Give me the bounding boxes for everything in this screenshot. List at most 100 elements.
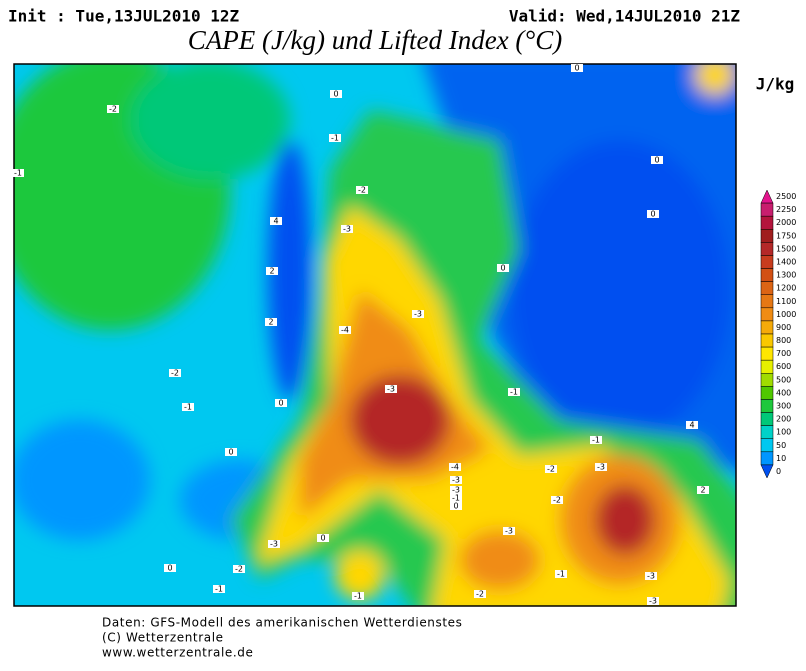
contour-label-box: [590, 436, 602, 444]
contour-label: -2: [553, 496, 561, 505]
contour-label: 0: [650, 210, 655, 219]
colorbar-swatch: [760, 307, 774, 322]
contour-label: -4: [341, 326, 349, 335]
valid-time: Valid: Wed,14JUL2010 21Z: [509, 7, 741, 26]
contour-label-box: [107, 105, 119, 113]
contour-label-box: [449, 463, 461, 471]
contour-label: -3: [452, 476, 460, 485]
contour-label-box: [503, 527, 515, 535]
contour-label: -1: [510, 388, 518, 397]
contour-label-box: [571, 64, 583, 72]
colorbar-swatch: [760, 438, 774, 453]
colorbar-label: 2500: [776, 192, 796, 201]
contour-label-box: [450, 486, 462, 494]
colorbar-label: 400: [776, 388, 791, 397]
contour-label-box: [508, 388, 520, 396]
contour-label: 2: [700, 486, 705, 495]
colorbar-label: 200: [776, 415, 791, 424]
contour-label: -2: [235, 565, 243, 574]
contour-label-box: [651, 156, 663, 164]
colorbar-swatch: [760, 215, 774, 230]
colorbar-label: 0: [776, 467, 781, 476]
contour-label: -3: [452, 486, 460, 495]
contour-label-box: [551, 496, 563, 504]
contour-label: -2: [109, 105, 117, 114]
contour-label-box: [555, 570, 567, 578]
contour-label-box: [182, 403, 194, 411]
colorbar-swatch: [760, 268, 774, 282]
contour-label-box: [412, 310, 424, 318]
contour-label: -3: [343, 225, 351, 234]
contour-label: -3: [647, 572, 655, 581]
contour-label: -3: [597, 463, 605, 472]
colorbar-label: 1750: [776, 231, 796, 240]
colorbar-label: 1300: [776, 271, 796, 280]
colorbar-label: 900: [776, 323, 791, 332]
contour-label: -2: [547, 465, 555, 474]
map-frame: [13, 63, 737, 607]
colorbar-swatch: [760, 412, 774, 426]
colorbar-label: 800: [776, 336, 791, 345]
colorbar-label: 1400: [776, 258, 796, 267]
contour-label: -4: [451, 463, 459, 472]
colorbar: 2500225020001750150014001300120011001000…: [760, 189, 796, 479]
contour-label-box: [697, 486, 709, 494]
contour-label: 4: [689, 421, 694, 430]
contour-label-box: [213, 585, 225, 593]
contour-label: 0: [453, 502, 458, 511]
contour-label: -3: [414, 310, 422, 319]
contour-label-box: [352, 592, 364, 600]
contour-label-box: [275, 399, 287, 407]
colorbar-swatch: [760, 346, 774, 361]
contour-label: -3: [387, 385, 395, 394]
contour-label: 2: [269, 267, 274, 276]
contour-label: -1: [592, 436, 600, 445]
contour-label: 4: [273, 217, 278, 226]
contour-label-box: [329, 134, 341, 142]
contour-label: -1: [331, 134, 339, 143]
colorbar-label: 10: [776, 454, 786, 463]
contour-label: 0: [333, 90, 338, 99]
footer-source: Daten: GFS-Modell des amerikanischen Wet…: [102, 616, 463, 630]
map-field: [14, 64, 736, 606]
contour-label: 0: [167, 564, 172, 573]
contour-label: 0: [228, 448, 233, 457]
contour-label: 0: [574, 64, 579, 73]
contour-label: -1: [184, 403, 192, 412]
colorbar-swatch: [760, 294, 774, 309]
contour-label-box: [450, 494, 462, 502]
colorbar-label: 1500: [776, 244, 796, 253]
contour-label: -1: [452, 494, 460, 503]
colorbar-label: 500: [776, 375, 791, 384]
contour-label: 0: [654, 156, 659, 165]
colorbar-swatch: [760, 333, 774, 348]
contour-label: -1: [557, 570, 565, 579]
contour-label-box: [450, 476, 462, 484]
colorbar-label: 1200: [776, 284, 796, 293]
footer-url: www.wetterzentrale.de: [102, 646, 254, 660]
contour-label: -1: [215, 585, 223, 594]
footer-copyright: (C) Wetterzentrale: [102, 631, 224, 645]
contour-label-box: [265, 318, 277, 326]
contour-label-box: [647, 210, 659, 218]
contour-label-box: [225, 448, 237, 456]
contour-label: -2: [358, 186, 366, 195]
contour-label-box: [339, 326, 351, 334]
contour-label-box: [12, 169, 24, 177]
contour-label-box: [647, 597, 659, 605]
contour-label-box: [356, 186, 368, 194]
colorbar-swatch: [760, 399, 774, 413]
contour-label: 0: [278, 399, 283, 408]
contour-label-box: [266, 267, 278, 275]
colorbar-label: 2000: [776, 218, 796, 227]
colorbar-swatch: [760, 202, 774, 217]
contour-label: -3: [505, 527, 513, 536]
contour-label-box: [474, 590, 486, 598]
contour-label-box: [164, 564, 176, 572]
colorbar-label: 700: [776, 349, 791, 358]
colorbar-label: 2250: [776, 205, 796, 214]
map-title: CAPE (J/kg) und Lifted Index (°C): [188, 25, 562, 55]
colorbar-swatch: [760, 281, 774, 295]
contour-label: 2: [268, 318, 273, 327]
